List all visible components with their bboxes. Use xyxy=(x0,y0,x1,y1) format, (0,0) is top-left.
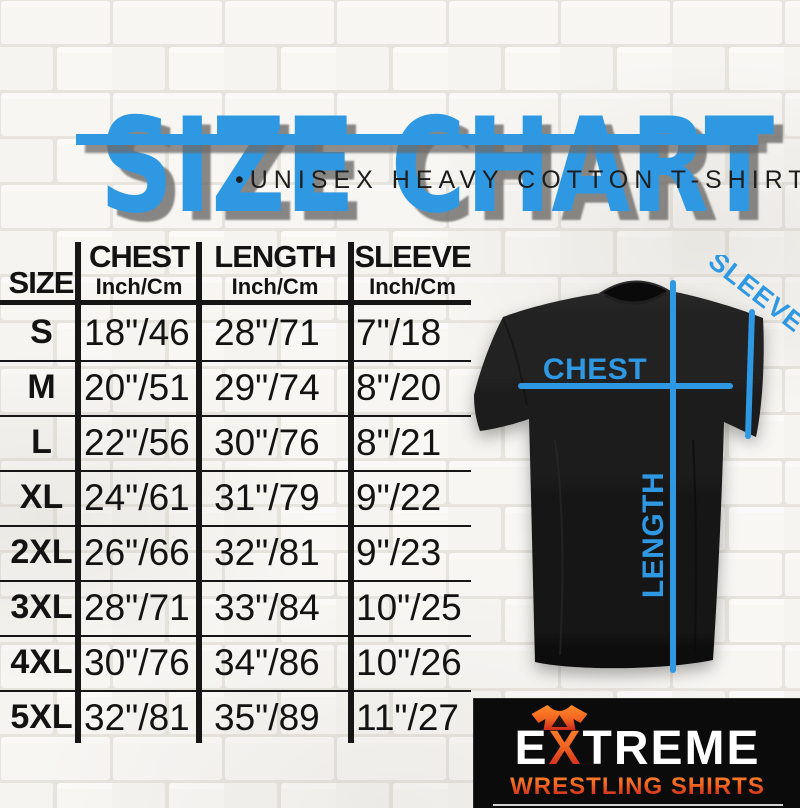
chest-diagram-label: CHEST xyxy=(543,353,647,386)
chest-value: 26"/66 xyxy=(84,531,190,573)
table-row: 3XL 28"/71 33"/84 10"/25 xyxy=(8,580,471,635)
size-column-header: SIZE xyxy=(8,265,75,300)
chest-value: 24"/61 xyxy=(84,476,190,518)
table-header-divider xyxy=(0,300,471,305)
table-row-divider xyxy=(0,525,471,527)
table-row: 4XL 30"/76 34"/86 10"/26 xyxy=(8,635,471,690)
table-row-divider xyxy=(0,470,471,472)
sleeve-value: 9"/22 xyxy=(356,476,442,518)
brand-name-x: X xyxy=(548,722,583,775)
table-row-divider xyxy=(0,360,471,362)
length-value: 31"/79 xyxy=(214,476,320,518)
table-row-divider xyxy=(0,635,471,637)
chest-value: 28"/71 xyxy=(84,586,190,628)
sleeve-value: 8"/20 xyxy=(356,366,442,408)
size-label: M xyxy=(27,368,56,406)
sleeve-value: 7"/18 xyxy=(356,311,442,353)
table-row: 5XL 32"/81 35"/89 11"/27 xyxy=(8,690,471,745)
title-underline-bar xyxy=(76,134,758,145)
size-label: S xyxy=(30,313,53,351)
size-label: 2XL xyxy=(10,533,73,571)
length-value: 35"/89 xyxy=(214,696,320,738)
sleeve-value: 10"/26 xyxy=(356,641,462,683)
chest-column-header: CHEST Inch/Cm xyxy=(82,241,196,300)
sleeve-value: 8"/21 xyxy=(356,421,442,463)
size-label: 3XL xyxy=(10,588,73,626)
brand-name-right: TREME xyxy=(582,722,761,775)
chest-value: 32"/81 xyxy=(84,696,190,738)
sleeve-column-header: SLEEVE Inch/Cm xyxy=(354,241,471,300)
table-row: XL 24"/61 31"/79 9"/22 xyxy=(8,470,471,525)
size-label: 5XL xyxy=(10,698,73,736)
length-value: 34"/86 xyxy=(214,641,320,683)
tshirt-silhouette xyxy=(474,280,764,669)
chest-value: 20"/51 xyxy=(84,366,190,408)
length-header-unit: Inch/Cm xyxy=(231,274,319,299)
table-row-divider xyxy=(0,580,471,582)
table-column-divider xyxy=(75,242,81,743)
length-value: 33"/84 xyxy=(214,586,320,628)
tshirt-logo-icon xyxy=(531,705,588,730)
chest-value: 30"/76 xyxy=(84,641,190,683)
table-body: S 18"/46 28"/71 7"/18 M 20"/51 29"/74 8"… xyxy=(8,305,471,745)
product-subtitle: •UNISEX HEAVY COTTON T-SHIRT xyxy=(235,166,800,194)
table-row: 2XL 26"/66 32"/81 9"/23 xyxy=(8,525,471,580)
table-row-divider xyxy=(0,690,471,692)
chest-header-unit: Inch/Cm xyxy=(95,274,183,299)
table-row: M 20"/51 29"/74 8"/20 xyxy=(8,360,471,415)
table-row-divider xyxy=(0,415,471,417)
table-column-divider xyxy=(348,242,354,743)
size-label: XL xyxy=(19,478,64,516)
tshirt-diagram: CHEST LENGTH SLEEVE xyxy=(474,255,800,673)
measurement-guides xyxy=(518,280,755,673)
length-header-label: LENGTH xyxy=(214,239,336,274)
sleeve-header-unit: Inch/Cm xyxy=(369,274,456,299)
table-row: L 22"/56 30"/76 8"/21 xyxy=(8,415,471,470)
brand-logo-box: EXTREME WRESTLING SHIRTS Thousands of Sh… xyxy=(473,698,800,808)
chest-header-label: CHEST xyxy=(88,239,190,274)
brand-name-left: E xyxy=(514,722,549,775)
length-value: 30"/76 xyxy=(214,421,320,463)
chest-value: 22"/56 xyxy=(84,421,190,463)
sleeve-value: 11"/27 xyxy=(356,696,459,738)
table-column-divider xyxy=(196,242,202,743)
length-value: 28"/71 xyxy=(214,311,320,353)
chest-value: 18"/46 xyxy=(84,311,190,353)
table-row: S 18"/46 28"/71 7"/18 xyxy=(8,305,471,360)
length-value: 29"/74 xyxy=(214,366,320,408)
sleeve-header-label: SLEEVE xyxy=(354,239,471,274)
sleeve-value: 9"/23 xyxy=(356,531,442,573)
size-label: L xyxy=(31,423,52,461)
brand-name: EXTREME xyxy=(474,725,800,773)
table-header-row: SIZE CHEST Inch/Cm LENGTH Inch/Cm SLEEVE… xyxy=(8,240,472,300)
size-table: SIZE CHEST Inch/Cm LENGTH Inch/Cm SLEEVE… xyxy=(0,240,472,745)
sleeve-value: 10"/25 xyxy=(356,586,462,628)
logo-divider-line xyxy=(492,803,783,806)
length-diagram-label: LENGTH xyxy=(637,472,670,598)
length-value: 32"/81 xyxy=(214,531,320,573)
brand-wordmark: WRESTLING SHIRTS xyxy=(474,773,800,801)
sleeve-guide-line xyxy=(745,309,755,439)
size-label: 4XL xyxy=(10,643,73,681)
length-column-header: LENGTH Inch/Cm xyxy=(202,241,348,300)
page-title: SIZE CHART xyxy=(99,88,775,242)
